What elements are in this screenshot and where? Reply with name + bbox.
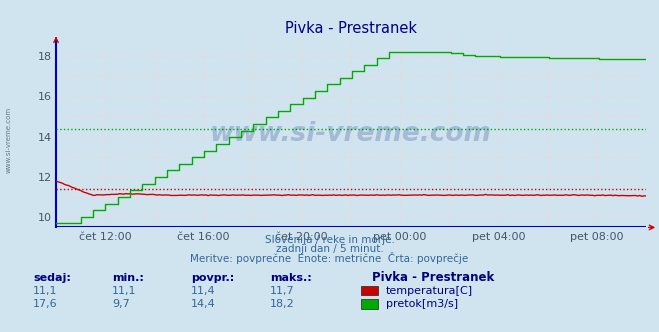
Text: Pivka - Prestranek: Pivka - Prestranek [372, 271, 495, 284]
Text: temperatura[C]: temperatura[C] [386, 286, 473, 296]
Text: maks.:: maks.: [270, 273, 312, 283]
Text: 11,1: 11,1 [33, 286, 57, 296]
Text: www.si-vreme.com: www.si-vreme.com [5, 106, 11, 173]
Text: 14,4: 14,4 [191, 299, 216, 309]
Text: zadnji dan / 5 minut.: zadnji dan / 5 minut. [275, 244, 384, 254]
Title: Pivka - Prestranek: Pivka - Prestranek [285, 21, 417, 36]
Text: min.:: min.: [112, 273, 144, 283]
Text: Meritve: povprečne  Enote: metrične  Črta: povprečje: Meritve: povprečne Enote: metrične Črta:… [190, 252, 469, 264]
Text: 11,7: 11,7 [270, 286, 295, 296]
Text: 18,2: 18,2 [270, 299, 295, 309]
Text: 17,6: 17,6 [33, 299, 57, 309]
Text: Slovenija / reke in morje.: Slovenija / reke in morje. [264, 235, 395, 245]
Text: sedaj:: sedaj: [33, 273, 71, 283]
Text: 11,4: 11,4 [191, 286, 215, 296]
Text: pretok[m3/s]: pretok[m3/s] [386, 299, 457, 309]
Text: povpr.:: povpr.: [191, 273, 235, 283]
Text: 11,1: 11,1 [112, 286, 136, 296]
Text: www.si-vreme.com: www.si-vreme.com [210, 121, 492, 147]
Text: 9,7: 9,7 [112, 299, 130, 309]
